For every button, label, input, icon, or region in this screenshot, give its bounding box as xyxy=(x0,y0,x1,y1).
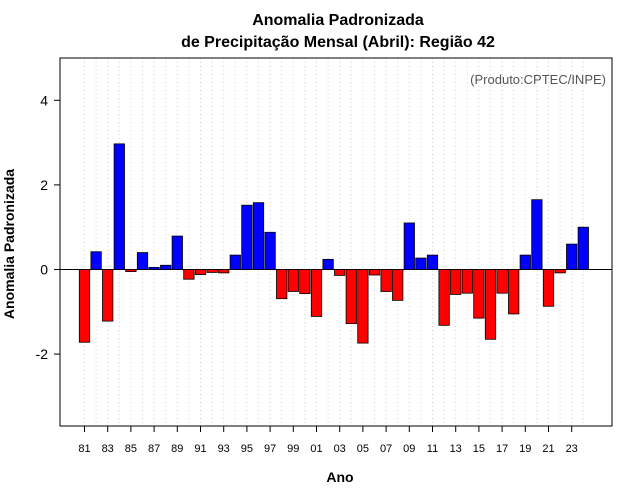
bar-1983 xyxy=(102,269,114,322)
bar-2015 xyxy=(473,269,485,319)
bar-1992 xyxy=(206,269,218,273)
bar-1989 xyxy=(171,235,183,270)
x-tick-label: 83 xyxy=(102,443,114,455)
x-tick-label: 97 xyxy=(264,443,276,455)
bar-1985 xyxy=(125,269,137,273)
x-tick-label: 21 xyxy=(542,443,554,455)
bar-2017 xyxy=(496,269,508,294)
bar-2014 xyxy=(461,269,473,294)
bar-2011 xyxy=(426,254,439,270)
x-tick-label: 03 xyxy=(334,443,346,455)
bar-2023 xyxy=(566,243,578,270)
x-axis-label: Ano xyxy=(326,469,353,485)
bar-2013 xyxy=(450,269,462,295)
x-tick-label: 17 xyxy=(496,443,508,455)
x-tick-label: 23 xyxy=(566,443,578,455)
x-tick-label: 15 xyxy=(473,443,485,455)
bar-2003 xyxy=(334,269,346,276)
bar-1990 xyxy=(183,269,195,280)
x-tick-label: 07 xyxy=(380,443,392,455)
x-tick-label: 01 xyxy=(310,443,322,455)
bar-2012 xyxy=(438,269,450,326)
y-axis: -2 0 2 4 xyxy=(36,92,60,362)
bar-2005 xyxy=(357,269,369,344)
bar-2008 xyxy=(392,269,404,301)
bar-1988 xyxy=(160,264,172,270)
x-tick-label: 05 xyxy=(357,443,369,455)
x-tick-label: 11 xyxy=(427,443,438,455)
bar-2019 xyxy=(519,254,531,270)
bar-1981 xyxy=(78,269,91,343)
bar-2016 xyxy=(484,269,497,340)
bar-2020 xyxy=(531,199,543,270)
y-axis-label: Anomalia Padronizada xyxy=(1,169,17,319)
bars xyxy=(78,143,589,344)
y-tick-label: 0 xyxy=(40,261,48,277)
bar-1996 xyxy=(252,202,265,270)
bar-2009 xyxy=(403,222,415,270)
bar-2006 xyxy=(368,269,381,276)
bar-1982 xyxy=(90,251,102,270)
y-tick-label: 4 xyxy=(40,92,48,108)
bar-2022 xyxy=(554,269,566,274)
chart-title-line2: de Precipitação Mensal (Abril): Região 4… xyxy=(181,34,495,51)
x-tick-label: 81 xyxy=(78,443,90,455)
bar-1997 xyxy=(264,231,276,270)
bar-2007 xyxy=(380,269,392,292)
grid-lines xyxy=(84,58,584,426)
y-tick-label: -2 xyxy=(36,346,49,362)
x-tick-label: 09 xyxy=(403,443,415,455)
chart-title-line1: Anomalia Padronizada xyxy=(252,12,424,29)
bar-2001 xyxy=(310,269,323,317)
x-axis: 81 83 85 87 89 91 93 95 97 99 01 03 05 07 09 11 13 15 17 19… xyxy=(78,426,578,455)
y-tick-label: 2 xyxy=(40,177,48,193)
x-tick-label: 91 xyxy=(194,443,206,455)
bar-1995 xyxy=(241,204,253,270)
bar-1984 xyxy=(113,143,125,270)
bar-1991 xyxy=(194,269,207,275)
bar-2010 xyxy=(415,257,427,270)
bar-2002 xyxy=(322,258,334,270)
bar-2021 xyxy=(542,269,555,307)
plot-frame xyxy=(59,57,613,427)
bar-2004 xyxy=(345,269,357,325)
x-tick-label: 93 xyxy=(218,443,230,455)
source-annotation: (Produto:CPTEC/INPE) xyxy=(470,72,606,87)
x-tick-label: 89 xyxy=(171,443,183,455)
bar-1999 xyxy=(287,269,299,292)
bar-2018 xyxy=(508,269,520,315)
x-tick-label: 13 xyxy=(450,443,462,455)
bar-1986 xyxy=(136,252,149,270)
bar-1993 xyxy=(218,269,230,274)
bar-1987 xyxy=(148,266,160,270)
x-tick-label: 19 xyxy=(519,443,531,455)
bar-2024 xyxy=(577,226,589,270)
x-tick-label: 99 xyxy=(287,443,299,455)
bar-2000 xyxy=(299,269,311,295)
x-tick-label: 85 xyxy=(125,443,137,455)
bar-1994 xyxy=(229,254,241,270)
x-tick-label: 87 xyxy=(148,443,160,455)
x-tick-label: 95 xyxy=(241,443,253,455)
bar-1998 xyxy=(276,269,288,300)
